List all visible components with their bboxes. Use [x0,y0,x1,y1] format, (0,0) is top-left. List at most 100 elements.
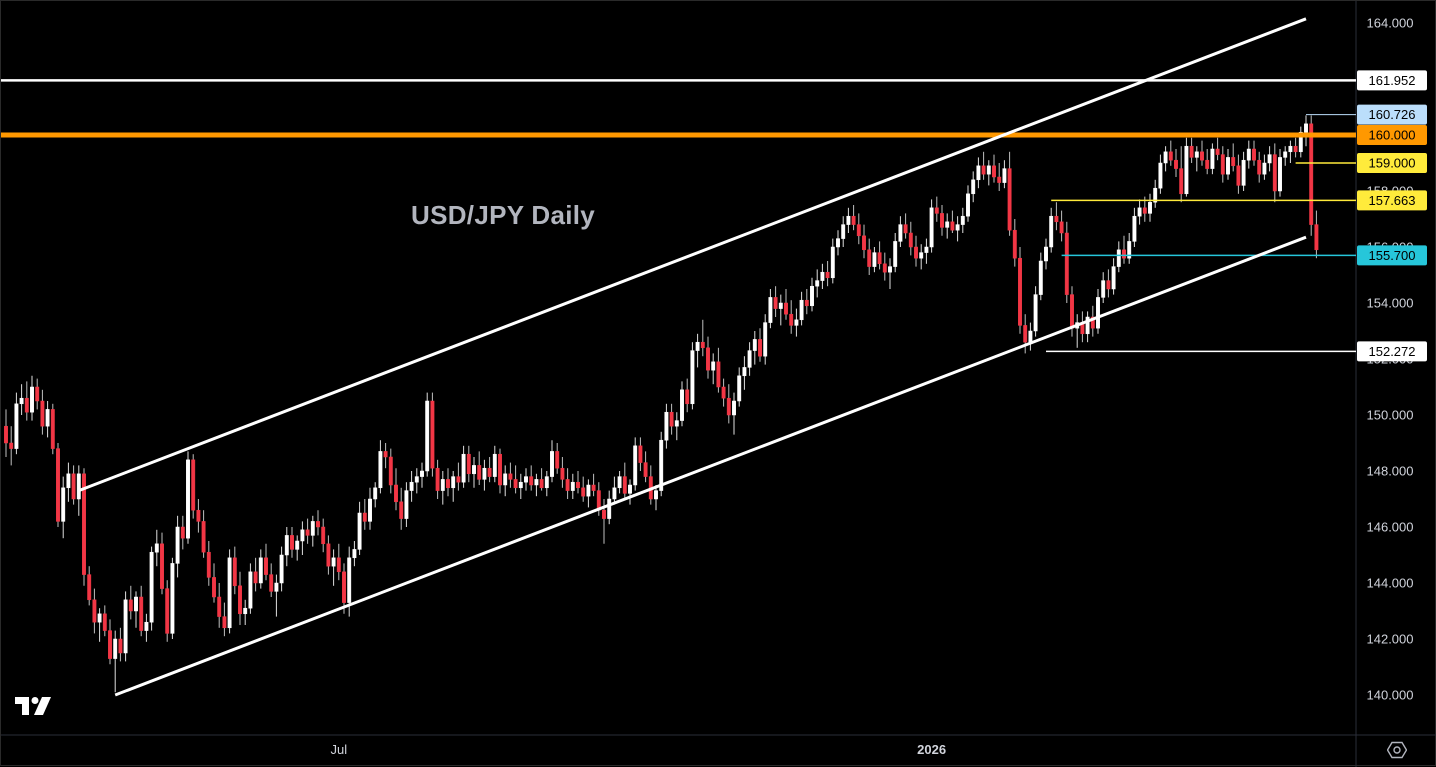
candle-body [1106,280,1111,290]
candle [264,543,268,581]
candle-body [1236,165,1241,186]
candle-body [1272,154,1277,192]
candle-body [430,400,435,469]
candle [638,437,643,471]
candle [373,482,378,508]
candle [1246,140,1251,169]
candle-body [498,453,502,486]
price-tag-label: 159.000 [1369,156,1416,171]
candle [846,207,851,233]
candle-body [1059,221,1064,234]
candle-body [945,221,950,228]
candle [914,235,918,267]
candle [61,476,66,539]
candle-body [1241,159,1246,186]
candle [966,185,970,222]
price-tag: 152.272 [1357,341,1427,362]
candle-body [446,479,450,489]
candle [1116,241,1121,273]
candle [66,462,71,502]
candle [888,258,892,289]
levels-layer [1,79,1356,353]
candle [799,291,804,326]
y-tick-label: 142.000 [1367,632,1414,647]
candle-body [331,557,336,567]
candle-body [440,479,445,491]
candle [388,448,393,494]
candle [555,443,560,474]
candle [997,163,1002,191]
tradingview-logo-icon[interactable] [15,694,55,718]
candle-body [196,509,201,522]
candle-body [191,459,196,511]
candle-body [992,165,996,178]
candle [1184,137,1189,197]
candle-body [752,339,757,351]
candle-body [87,574,92,601]
candle [1314,210,1319,259]
candle-body [347,557,352,603]
candle-body [669,411,674,427]
candle-body [134,596,138,612]
candle [924,238,929,264]
candle-body [919,252,924,259]
candle-body [108,630,112,659]
candle-body [404,490,409,519]
candle-body [576,481,580,489]
candle-body [1127,241,1132,259]
candle [732,392,736,435]
candle [992,154,996,183]
y-tick-label: 164.000 [1367,16,1414,31]
candle [336,543,341,581]
candle-body [425,400,430,472]
candle [674,412,679,441]
candle-body [758,339,762,357]
candle-body [19,397,24,405]
candle-body [825,271,830,279]
candle [654,485,658,511]
candle [976,157,981,189]
candle-body [700,341,705,349]
chart-settings-icon[interactable] [1387,740,1407,760]
price-tag-bg [1357,153,1427,173]
candle [149,546,154,631]
candle-body [258,557,263,584]
candle-body [1246,148,1251,161]
candle-body [810,285,814,307]
candle-body [1226,157,1230,175]
candle-body [565,479,570,491]
candle-body [238,585,242,615]
candle-body [888,266,892,273]
candle-body [232,557,237,587]
candle [1044,238,1048,270]
candle [1080,311,1085,343]
candle-body [373,487,378,500]
candle [628,479,632,505]
time-axis[interactable]: Jul 2026 [330,742,946,757]
candle [290,527,294,558]
candle-body [82,473,86,575]
candle [71,465,76,505]
candle-body [1252,148,1256,161]
candle-body [1096,297,1100,329]
candle-body [1205,159,1210,169]
price-tags: 161.952 160.000 160.726 159.000 157.663 155.7… [1357,70,1427,362]
candle [752,331,757,365]
candle [232,546,237,595]
candle [420,462,424,488]
candle [862,224,866,259]
candle-body [789,313,794,326]
candle [19,384,24,415]
candle [1049,207,1054,253]
candle [773,286,778,317]
candle-body [706,347,710,371]
candle-body [742,367,747,377]
candle [24,381,29,421]
candle [617,471,622,494]
candle-body [144,621,149,631]
candle-body [1002,168,1007,183]
candle [872,247,877,273]
candle [893,233,898,273]
candle [680,381,684,427]
